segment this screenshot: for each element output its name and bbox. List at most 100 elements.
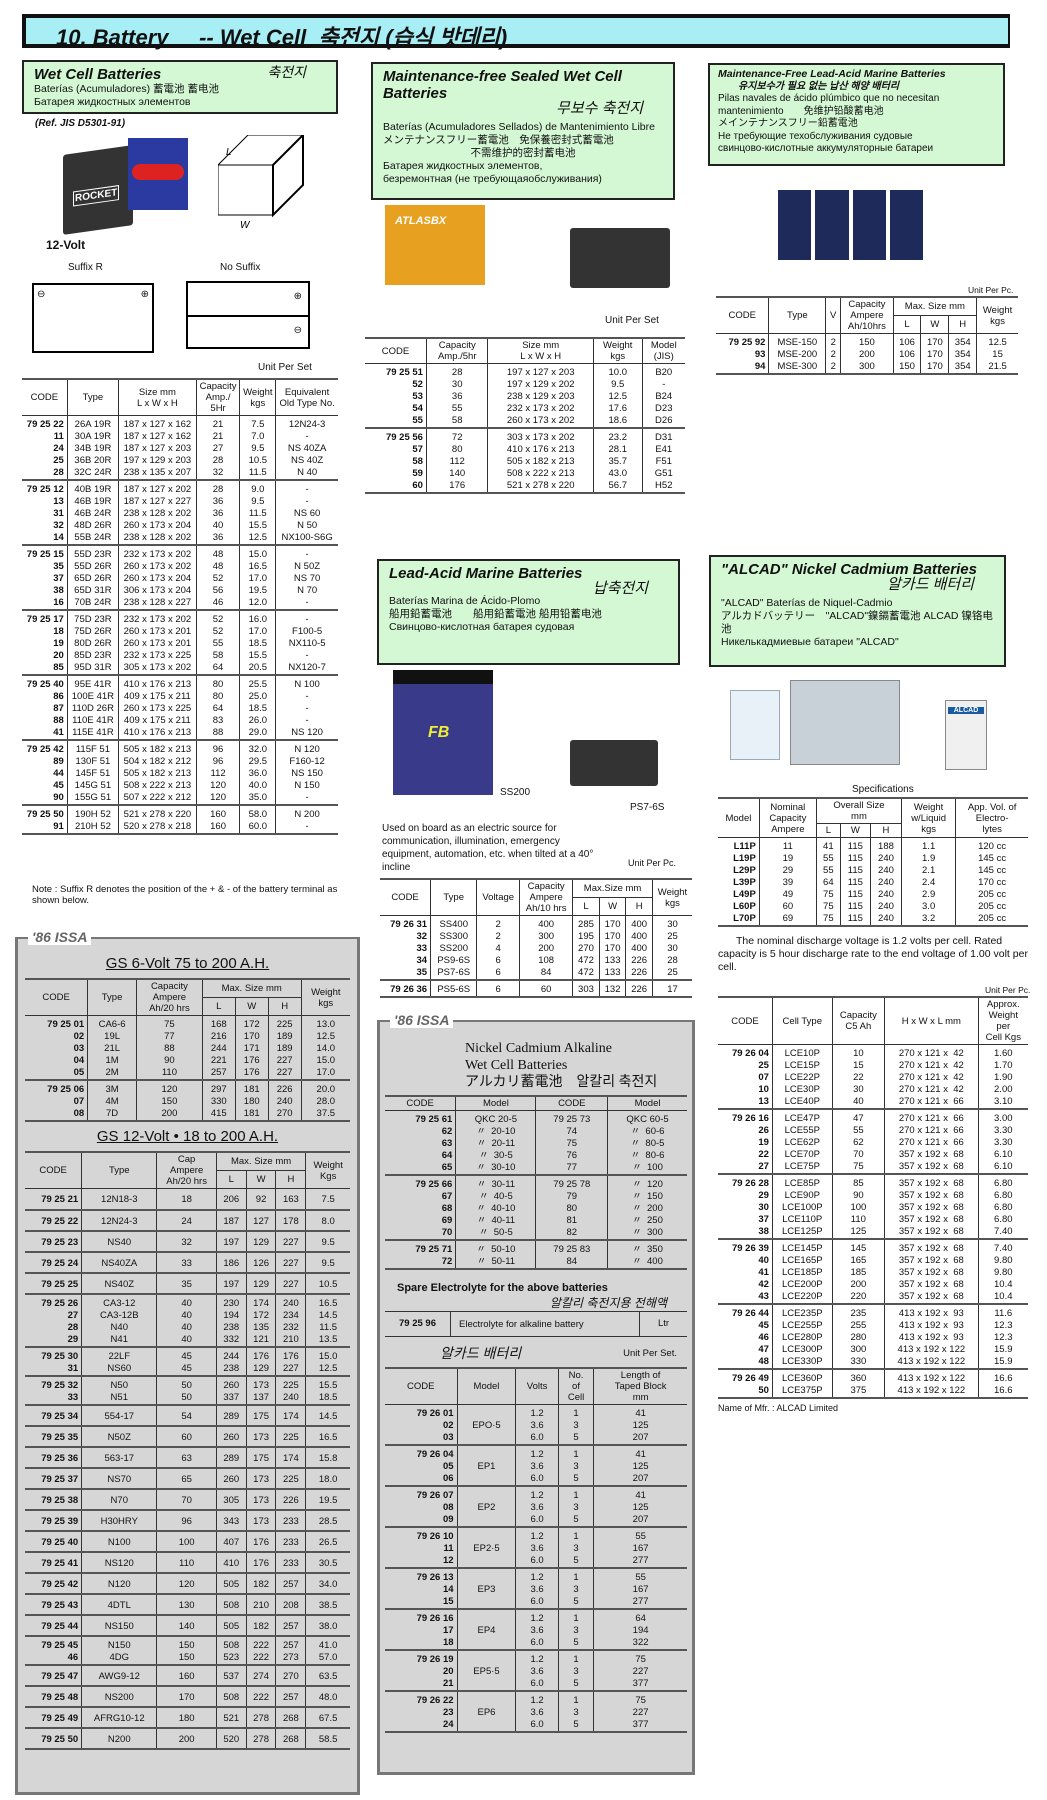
column-header: W [920, 315, 949, 334]
code-cell: 31 [53, 508, 64, 519]
table-cell: 6.80 6.80 6.80 6.80 7.40 [977, 1174, 1028, 1239]
row-group: 79 25 48 NS200 170 508 222 257 48.0 [25, 1685, 350, 1707]
table-cell: 160 [195, 805, 240, 821]
table-row: 87 110D 26R 260 x 173 x 225 64 18.5- [22, 703, 338, 715]
table-cell: 260 337 [215, 1375, 247, 1405]
row-group: 79 25 01 02 03 04 05 CA6-6 19L 21L 1M 2M 7… [25, 1015, 350, 1080]
table-cell: 205 cc [955, 889, 1028, 901]
row-group: 79 26 04 25 07 10 13 LCE10P LCE15P LCE22P… [718, 1044, 1028, 1109]
column-header: H [948, 315, 977, 334]
code-cell: 79 25 40 [41, 1536, 79, 1548]
table-row: 79 26 19 20 21 EP5·5 1.2 3.6 6.0 1 3 5 75 22… [385, 1650, 687, 1691]
cell-image [889, 190, 923, 260]
column-header: H [275, 1170, 306, 1189]
table-cell: 55 167 277 [593, 1568, 687, 1609]
table-cell: 32.0 [239, 740, 276, 756]
table-row: 79 25 49 AFRG10-12 180 521 278 268 67.5 [25, 1706, 350, 1728]
table-cell: MSE-300 [768, 361, 826, 374]
table-cell: AFRG10-12 [81, 1706, 157, 1728]
column-header: CODE [25, 1152, 82, 1189]
code-cell: 25 [53, 455, 64, 466]
table-cell: 238 x 129 x 203 [487, 391, 594, 403]
table-cell: 64 [195, 703, 240, 715]
table-cell: 260 x 173 x 204 [118, 520, 197, 532]
table-cell: LCE85P LCE90P LCE100P LCE110P LCE125P [771, 1174, 833, 1239]
table-row: 79 25 66 67 68 69 70 〃 30-11 〃 40-5 〃 40-… [385, 1175, 687, 1240]
table-cell: 19 [758, 853, 817, 865]
table-cell: 100E 41R [66, 691, 119, 703]
row-group: 79 25 56 72 303 x 173 x 202 23.2 D31 57 80 410 … [365, 428, 685, 493]
table-cell: 48D 26R [66, 520, 119, 532]
code-cell: 91 [53, 821, 64, 832]
table-cell: 260 x 173 x 204 [118, 573, 197, 585]
column-header: Capacity Ampere Ah/10 hrs [519, 879, 573, 916]
table-cell: 38.0 [305, 1614, 350, 1636]
table-cell: 58 [425, 415, 488, 428]
table-cell: 7.40 9.80 9.80 10.4 10.4 [977, 1239, 1028, 1304]
table-cell: 19.5 [239, 585, 276, 597]
battery-box-image [128, 138, 188, 210]
table-cell: 30A 19R [66, 431, 119, 443]
table-cell: 36 [195, 508, 240, 520]
table-cell: 505 x 182 x 213 [487, 456, 594, 468]
table-cell: 60 [519, 980, 573, 997]
table-cell: PS5-6S [430, 980, 477, 997]
code-cell: 79 26 04 25 07 10 13 [731, 1048, 769, 1107]
table-cell: - [275, 715, 338, 727]
table-cell: 174 [275, 1404, 306, 1426]
gs-6v-title: GS 6-Volt 75 to 200 A.H. [105, 955, 270, 972]
table-cell: LCE47P LCE55P LCE62P LCE70P LCE75P [771, 1109, 833, 1174]
table-cell: 127 [245, 1209, 276, 1231]
table-cell: 1.2 3.6 6.0 [515, 1609, 559, 1650]
row-group: 79 25 50 190H 52 521 x 278 x 220 160 58.0 N 2… [22, 805, 338, 834]
wet-cell-header: Wet Cell Batteries 축전지 Baterías (Acumulad… [22, 60, 338, 114]
table-cell: 140 [156, 1614, 217, 1636]
battery-image [570, 228, 670, 288]
table-cell: 504 x 182 x 212 [118, 756, 197, 768]
code-cell: 79 25 15 [26, 549, 64, 560]
table-cell: 225 [275, 1425, 306, 1447]
table-cell: 35 [156, 1272, 217, 1294]
table-cell: 75 [815, 913, 841, 926]
row-group: 79 26 39 40 41 42 43 LCE145P LCE165P LCE1… [718, 1239, 1028, 1304]
code-cell: 79 25 24 [41, 1257, 79, 1269]
table-cell: 187 x 127 x 202 [118, 480, 197, 496]
table-cell: 303 [572, 980, 600, 997]
table-cell: 163 [275, 1188, 306, 1210]
table-cell: 505 x 182 x 213 [118, 740, 197, 756]
table-row: 93 MSE-200 2 200 106 170 354 15 [716, 349, 1018, 361]
table-cell: 55 [815, 865, 841, 877]
column-header: Voltage [476, 879, 520, 916]
alcad-korean-title: 알카드 배터리 [440, 1345, 522, 1361]
table-row: 79 25 01 02 03 04 05 CA6-6 19L 21L 1M 2M 7… [25, 1015, 350, 1080]
code-cell: 79 25 56 [385, 432, 423, 443]
no-suffix-terminal-diagram: ⊕ ⊖ [186, 281, 310, 349]
table-row: 79 26 16 17 18 EP4 1.2 3.6 6.0 1 3 5 64 194 … [385, 1609, 687, 1650]
code-cell: 79 25 17 [26, 614, 64, 625]
table-cell: 305 x 173 x 202 [118, 662, 197, 675]
table-cell: 120 [195, 792, 240, 805]
table-cell: 12.5 [239, 532, 276, 545]
table-cell: 80D 26R [66, 638, 119, 650]
code-cell: 79 25 47 [41, 1670, 79, 1682]
table-cell: 96 [156, 1509, 217, 1531]
section-title: "ALCAD" Nickel Cadmium Batteries [721, 561, 977, 578]
table-cell: F100-5 [275, 626, 338, 638]
table-row: 18 75D 26R 260 x 173 x 201 52 17.0 F100-5 [22, 626, 338, 638]
table-cell: 40.0 [239, 780, 276, 792]
discharge-note: The nominal discharge voltage is 1.2 vol… [718, 935, 1028, 973]
table-cell: 3.00 3.30 3.30 6.10 6.10 [977, 1109, 1028, 1174]
table-cell: 233 [275, 1509, 306, 1531]
mf-marine-header: Maintenance-Free Lead-Acid Marine Batter… [708, 63, 1005, 166]
table-row: L19P 19 55 115 240 1.9 145 cc [718, 853, 1028, 865]
table-cell: 75 [815, 901, 841, 913]
table-cell: 9.5 [305, 1230, 350, 1252]
code-cell: 79 25 44 [41, 1620, 79, 1632]
table-cell: LCE235P LCE255P LCE280P LCE300P LCE330P [771, 1304, 833, 1369]
code-cell: 14 [53, 532, 64, 543]
table-cell: 63 [156, 1446, 217, 1468]
table-row: 86 100E 41R 409 x 175 x 211 80 25.0- [22, 691, 338, 703]
table-row: 79 25 50 N200 200 520 278 268 58.5 [25, 1727, 350, 1749]
table-cell: 10 15 22 30 40 [831, 1044, 885, 1109]
